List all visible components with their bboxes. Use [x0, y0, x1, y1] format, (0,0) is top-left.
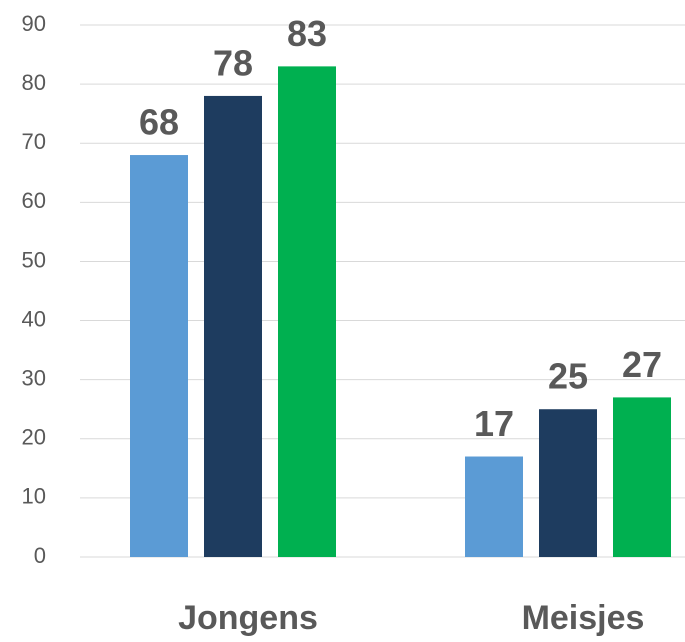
y-tick-label: 30 [22, 365, 46, 390]
bar [539, 409, 597, 557]
x-tick-label: Meisjes [522, 599, 645, 637]
data-label: 78 [213, 42, 253, 83]
data-label: 25 [548, 356, 588, 397]
data-label: 68 [139, 102, 179, 143]
y-tick-label: 50 [22, 247, 46, 272]
y-tick-label: 0 [34, 543, 46, 568]
y-tick-label: 80 [22, 70, 46, 95]
bar [130, 155, 188, 558]
bar [278, 66, 336, 557]
data-label: 17 [474, 403, 514, 444]
y-tick-label: 60 [22, 188, 46, 213]
x-tick-label: Jongens [178, 599, 318, 637]
y-tick-label: 40 [22, 306, 46, 331]
y-tick-label: 20 [22, 425, 46, 450]
bar [613, 397, 671, 557]
bar [465, 456, 523, 557]
y-tick-label: 10 [22, 484, 46, 509]
y-tick-label: 70 [22, 129, 46, 154]
y-tick-label: 90 [22, 11, 46, 36]
data-label: 27 [622, 344, 662, 385]
bar [204, 95, 262, 557]
data-label: 83 [287, 13, 327, 54]
